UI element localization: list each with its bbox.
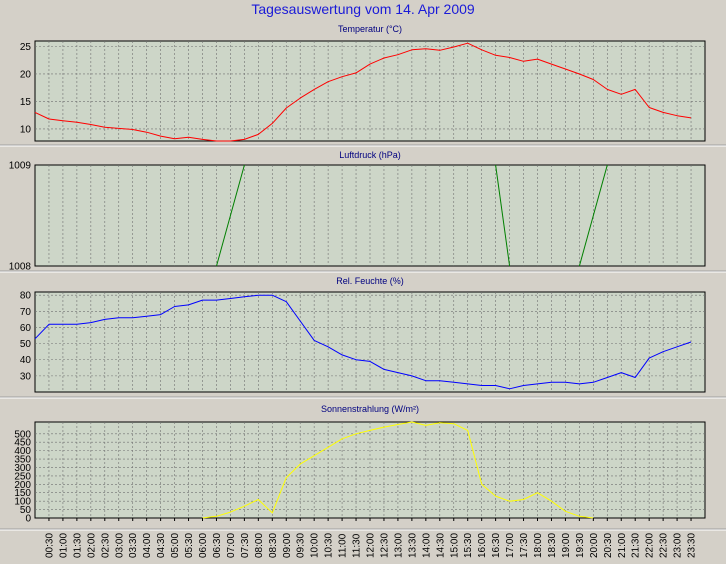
panel-4-y-tick-label: 350 — [14, 455, 31, 466]
panel-4-y-tick-label: 500 — [14, 429, 31, 440]
panel-3-y-tick-label: 60 — [20, 323, 32, 334]
panel-1-title: Temperatur (°C) — [338, 24, 402, 34]
x-tick-label: 21:00 — [617, 533, 628, 558]
x-tick-label: 20:30 — [603, 533, 614, 558]
x-tick-label: 07:00 — [226, 533, 237, 558]
panel-1-y-tick-label: 10 — [20, 124, 32, 135]
panel-4-y-tick-label: 100 — [14, 497, 31, 508]
x-tick-label: 11:30 — [352, 533, 363, 558]
labels: Temperatur (°C) 10 15 20 25 Luftdruck (hPa) 10… — [9, 24, 698, 558]
x-tick-label: 16:00 — [477, 533, 488, 558]
panel-3-y-tick-label: 80 — [20, 291, 32, 302]
panel-2-y-tick-label: 1009 — [9, 161, 32, 172]
panel-2-series-segment-2 — [495, 164, 511, 267]
panel-1-y-tick-label: 20 — [20, 69, 32, 80]
x-tick-label: 02:30 — [100, 533, 111, 558]
x-tick-label: 17:00 — [505, 533, 516, 558]
panel-3-y-tick-label: 70 — [20, 307, 32, 318]
x-tick-label: 08:00 — [254, 533, 265, 558]
panel-1-y-tick-label: 25 — [20, 42, 32, 53]
x-tick-label: 04:00 — [142, 533, 153, 558]
x-tick-label: 06:00 — [198, 533, 209, 558]
panel-4-y-tick-label: 300 — [14, 463, 31, 474]
panel-4-y-tick-label: 250 — [14, 471, 31, 482]
x-tick-label: 13:30 — [407, 533, 418, 558]
x-tick-label: 11:00 — [338, 533, 349, 558]
panel-3-y-tick-label: 30 — [20, 371, 32, 382]
x-tick-label: 05:30 — [184, 533, 195, 558]
x-tick-label: 23:30 — [687, 533, 698, 558]
panel-4-series-line — [202, 421, 594, 519]
x-tick-label: 17:30 — [519, 533, 530, 558]
panel-2-series-segment-1 — [216, 164, 245, 267]
x-tick-label: 09:30 — [296, 533, 307, 558]
x-tick-label: 23:00 — [673, 533, 684, 558]
x-tick-label: 19:00 — [561, 533, 572, 558]
x-tick-label: 19:30 — [575, 533, 586, 558]
x-tick-label: 03:30 — [128, 533, 139, 558]
x-tick-label: 20:00 — [589, 533, 600, 558]
x-tick-label: 04:30 — [156, 533, 167, 558]
page-title: Tagesauswertung vom 14. Apr 2009 — [251, 1, 475, 17]
panel-4-y-tick-label: 400 — [14, 446, 31, 457]
x-tick-label: 13:00 — [393, 533, 404, 558]
x-tick-label: 06:30 — [212, 533, 223, 558]
x-tick-label: 15:30 — [463, 533, 474, 558]
panel-4-title: Sonnenstrahlung (W/m²) — [321, 404, 419, 414]
panel-4-y-tick-label: 50 — [20, 505, 32, 516]
x-tick-label: 00:30 — [44, 533, 55, 558]
x-tick-label: 01:00 — [58, 533, 69, 558]
panel-1-series-line — [34, 42, 692, 142]
x-tick-label: 09:00 — [282, 533, 293, 558]
panel-4-y-tick-label: 0 — [25, 514, 31, 525]
panel-2-y-tick-label: 1008 — [9, 262, 32, 273]
x-tick-label: 05:00 — [170, 533, 181, 558]
x-tick-label: 22:00 — [645, 533, 656, 558]
x-tick-label: 12:00 — [366, 533, 377, 558]
panel-4-y-tick-label: 200 — [14, 480, 31, 491]
x-tick-label: 14:00 — [421, 533, 432, 558]
x-tick-label: 07:30 — [240, 533, 251, 558]
panel-4-y-tick-label: 150 — [14, 488, 31, 499]
x-tick-label: 10:30 — [324, 533, 335, 558]
panel-3-y-tick-label: 40 — [20, 355, 32, 366]
x-tick-label: 10:00 — [310, 533, 321, 558]
x-tick-label: 15:00 — [449, 533, 460, 558]
panel-3-title: Rel. Feuchte (%) — [336, 276, 404, 286]
x-tick-label: 18:00 — [533, 533, 544, 558]
panel-3-series-line — [34, 294, 692, 390]
panel-3-y-tick-label: 50 — [20, 339, 32, 350]
panel-2-title: Luftdruck (hPa) — [339, 150, 401, 160]
grid-lines — [35, 41, 705, 518]
panel-2-series-segment-3 — [578, 164, 608, 267]
x-tick-label: 18:30 — [547, 533, 558, 558]
x-tick-label: 12:30 — [379, 533, 390, 558]
x-tick-label: 22:30 — [659, 533, 670, 558]
panel-1-y-tick-label: 15 — [20, 97, 32, 108]
x-tick-label: 16:30 — [491, 533, 502, 558]
x-tick-label: 21:30 — [631, 533, 642, 558]
x-tick-label: 08:30 — [268, 533, 279, 558]
x-tick-label: 03:00 — [114, 533, 125, 558]
panel-4-y-tick-label: 450 — [14, 438, 31, 449]
x-tick-label: 14:30 — [435, 533, 446, 558]
x-tick-label: 01:30 — [72, 533, 83, 558]
series-lines — [34, 42, 692, 519]
x-tick-label: 02:00 — [86, 533, 97, 558]
